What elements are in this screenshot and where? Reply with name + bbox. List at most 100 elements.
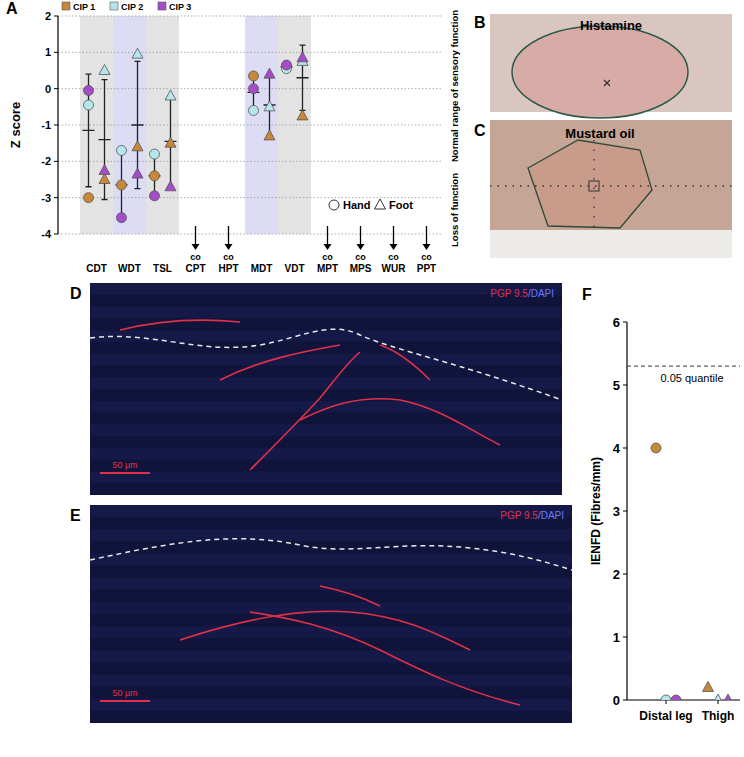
- category-label: HPT: [219, 263, 239, 274]
- tick-label: 1: [613, 630, 620, 645]
- point: [99, 164, 110, 174]
- category-label: MPT: [317, 263, 338, 274]
- nuclei-texture: [90, 699, 572, 711]
- point: [165, 137, 176, 147]
- error-bar: [116, 152, 128, 217]
- stain-pgp: PGP 9.5: [500, 510, 538, 521]
- point: [132, 168, 143, 178]
- legend-label: CIP 3: [169, 2, 191, 12]
- nuclei-texture: [90, 307, 562, 319]
- nuclei-texture: [90, 553, 572, 565]
- error-bar: [264, 74, 276, 136]
- nerve-fibre: [220, 345, 340, 380]
- tick-label: 2: [613, 567, 620, 582]
- point: [264, 68, 275, 78]
- annotation: co: [322, 252, 333, 262]
- category-label: MPS: [350, 263, 372, 274]
- point: [132, 141, 143, 151]
- annotation: co: [223, 252, 234, 262]
- tick-label: 4: [613, 441, 621, 456]
- tick: [666, 700, 667, 704]
- annotation: co: [421, 252, 432, 262]
- error-bar: [99, 80, 111, 200]
- error-bar: [165, 96, 177, 187]
- annotation: co: [355, 252, 366, 262]
- arrow-head: [390, 244, 398, 250]
- panel-label: A: [6, 0, 18, 17]
- point: [165, 181, 176, 191]
- scale-bar: [100, 700, 150, 702]
- arrow-head: [423, 244, 431, 250]
- tick: [623, 511, 627, 512]
- stain-dapi: /DAPI: [538, 510, 564, 521]
- plot-area: [651, 443, 734, 700]
- photo-sheet: [490, 230, 732, 258]
- side-label: Loss of function: [449, 173, 460, 247]
- tick: [623, 637, 627, 638]
- nuclei-texture: [90, 626, 572, 638]
- tick-label: 2: [45, 10, 51, 22]
- point: [713, 694, 724, 700]
- point: [84, 100, 94, 110]
- arrow: [360, 226, 361, 246]
- micrograph: [90, 505, 572, 723]
- photo: [490, 120, 732, 258]
- point: [249, 71, 259, 81]
- point: [117, 145, 127, 155]
- point: [671, 695, 681, 700]
- nuclei-texture: [90, 471, 562, 483]
- stain-pgp: PGP 9.5: [490, 288, 528, 299]
- nerve-fibre: [300, 399, 500, 445]
- error-bar: [83, 74, 95, 187]
- point: [84, 193, 94, 203]
- point: [297, 52, 308, 62]
- category-label: Distal leg: [639, 709, 692, 723]
- nuclei-texture: [90, 529, 572, 541]
- nerve-fibre: [180, 611, 470, 650]
- grid-line: [58, 16, 442, 17]
- flare-outline: [512, 26, 688, 118]
- arrow-head: [192, 244, 200, 250]
- annotation: co: [388, 252, 399, 262]
- legend-marker: [329, 200, 339, 210]
- panel-label: F: [582, 286, 592, 303]
- tick: [623, 574, 627, 575]
- category-label: VDT: [285, 263, 305, 274]
- stain-dapi: /DAPI: [528, 288, 554, 299]
- legend-label: CIP 2: [121, 2, 143, 12]
- legend-label: CIP 1: [73, 2, 95, 12]
- tick-label: 3: [613, 504, 620, 519]
- point: [165, 90, 176, 100]
- dotted-line: [593, 140, 594, 232]
- tick-label: -1: [41, 119, 51, 131]
- scale-bar-label: 50 µm: [112, 460, 137, 470]
- stain-label: PGP 9.5/DAPI: [490, 288, 554, 299]
- point: [249, 105, 259, 115]
- category-label: Thigh: [702, 709, 735, 723]
- tick-label: -4: [41, 228, 52, 240]
- tick-label: 0: [45, 83, 51, 95]
- photo-label: Mustard oil: [565, 126, 634, 141]
- point: [703, 681, 714, 691]
- legend-label: Foot: [389, 199, 413, 211]
- category-label: WUR: [382, 263, 407, 274]
- reference-label: 0.05 quantile: [661, 372, 724, 384]
- nerve-fibre: [380, 345, 430, 380]
- panel-label: E: [70, 507, 81, 524]
- nerve-fibre: [320, 586, 380, 606]
- cross: [604, 80, 610, 86]
- tick-label: 1: [45, 46, 51, 58]
- point: [297, 110, 308, 120]
- nuclei-texture: [90, 448, 562, 460]
- point: [99, 65, 110, 75]
- nuclei-texture: [90, 330, 562, 342]
- arrow-head: [357, 244, 365, 250]
- category-label: MDT: [251, 263, 273, 274]
- arrow: [426, 226, 427, 246]
- y-axis: [57, 16, 58, 234]
- point: [264, 130, 275, 140]
- tick: [718, 700, 719, 704]
- flare-outline: [528, 140, 652, 228]
- axis-label: Z score: [8, 102, 23, 148]
- dermal-border: [90, 539, 572, 570]
